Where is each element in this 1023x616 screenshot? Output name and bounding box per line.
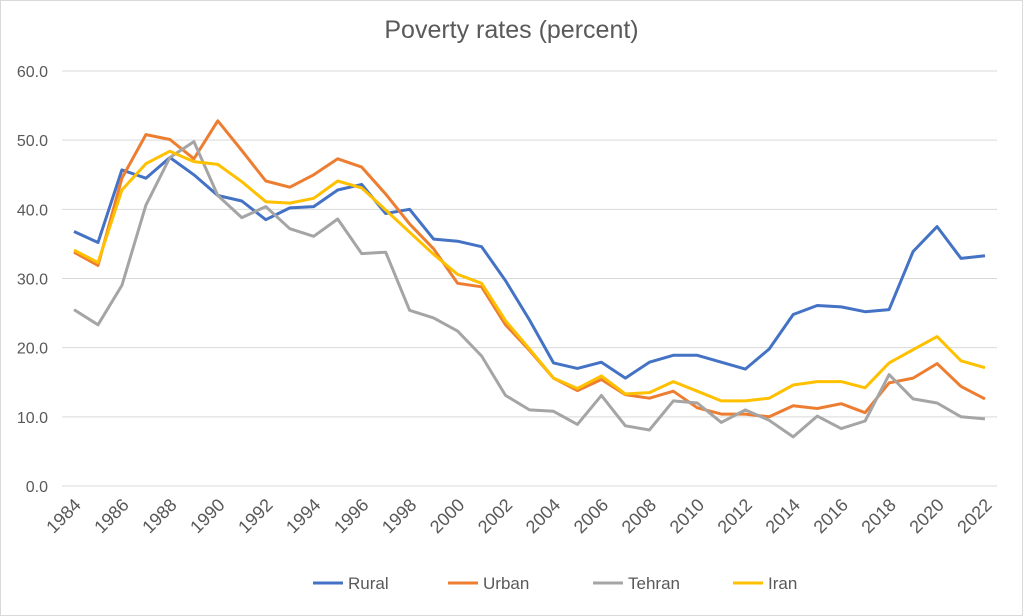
x-tick-label: 2008 — [618, 495, 660, 537]
x-tick-label: 2010 — [666, 495, 708, 537]
series-line-iran — [73, 149, 986, 403]
x-tick-label: 2012 — [714, 495, 756, 537]
x-tick-label: 2016 — [810, 495, 852, 537]
series-line-tehran — [73, 140, 986, 439]
chart-title: Poverty rates (percent) — [384, 16, 639, 44]
x-tick-label: 1996 — [330, 495, 372, 537]
y-tick-label: 0.0 — [26, 479, 48, 496]
series-line-rural — [73, 156, 986, 380]
x-tick-label: 2018 — [857, 495, 899, 537]
y-tick-label: 10.0 — [17, 410, 48, 427]
y-tick-label: 30.0 — [17, 272, 48, 289]
x-tick-label: 2002 — [474, 495, 516, 537]
x-tick-label: 1984 — [42, 495, 84, 537]
x-tick-label: 1990 — [186, 495, 228, 537]
legend-label-urban: Urban — [483, 574, 529, 593]
x-tick-label: 1988 — [138, 495, 180, 537]
x-tick-label: 2014 — [762, 495, 804, 537]
x-tick-label: 2020 — [905, 495, 947, 537]
x-tick-label: 1992 — [234, 495, 276, 537]
x-tick-label: 2004 — [522, 495, 564, 537]
legend-label-iran: Iran — [768, 574, 797, 593]
y-tick-label: 50.0 — [17, 133, 48, 150]
y-tick-label: 20.0 — [17, 341, 48, 358]
x-tick-label: 1986 — [90, 495, 132, 537]
x-tick-label: 1994 — [282, 495, 324, 537]
legend-label-rural: Rural — [348, 574, 389, 593]
x-tick-label: 2022 — [953, 495, 995, 537]
y-tick-label: 60.0 — [17, 64, 48, 81]
x-tick-label: 1998 — [378, 495, 420, 537]
series-line-urban — [73, 119, 986, 419]
y-tick-label: 40.0 — [17, 202, 48, 219]
legend-label-tehran: Tehran — [628, 574, 680, 593]
x-tick-label: 2006 — [570, 495, 612, 537]
x-tick-label: 2000 — [426, 495, 468, 537]
